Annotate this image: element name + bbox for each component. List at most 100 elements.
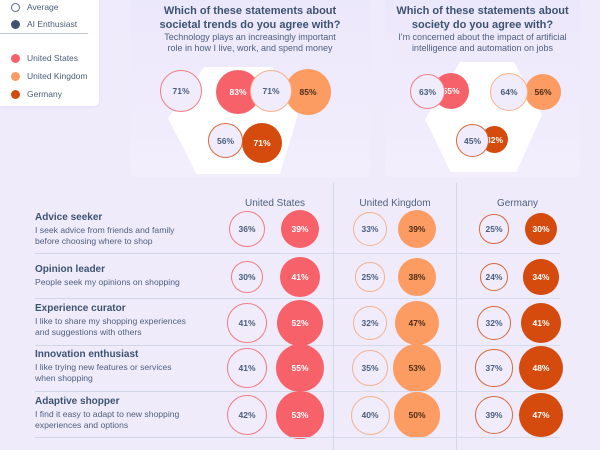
panel-subtitle: Technology plays an increasingly importa… [130, 32, 370, 54]
bubble-average: 42% [226, 394, 268, 436]
segment-description-line: experiences and options [35, 419, 129, 430]
segment-description-line: when shopping [35, 372, 93, 383]
bubble-ai-enthusiast: 48% [518, 345, 564, 391]
bubble-ai-enthusiast: 39% [397, 209, 437, 249]
panel-title-line: society do you agree with? [411, 19, 554, 31]
panel-societal-trends: Which of these statements about societal… [130, 0, 370, 177]
panel-subtitle-line: I'm concerned about the impact of artifi… [398, 32, 567, 42]
country-dot-icon [11, 71, 20, 81]
bubble-ai-enthusiast: 55% [275, 343, 325, 393]
bubble-ai-enthusiast: 39% [280, 209, 320, 249]
panel-subtitle-line: role in how I live, work, and spend mone… [167, 43, 333, 53]
bubble-average: 35% [352, 350, 388, 386]
segment-description-line: People seek my opinions on shopping [35, 277, 180, 287]
column-header-united-states: United States [244, 198, 306, 209]
legend-item-germany: Germany [11, 87, 62, 101]
row-divider [35, 298, 280, 299]
bubble-average: 24% [479, 262, 509, 292]
segment-description: I seek advice from friends and family bef… [35, 225, 225, 246]
bubble-average-us: 63% [410, 74, 445, 109]
country-dot-icon [11, 53, 20, 63]
segment-description-line: I seek advice from friends and family [35, 225, 175, 235]
bubble-ai-enthusiast: 41% [521, 303, 561, 343]
bubble-ai-enthusiast: 38% [398, 258, 436, 296]
bubble-ai-de: 71% [242, 123, 282, 163]
row-divider [280, 253, 560, 254]
legend-label: AI Enthusiast [27, 19, 78, 29]
legend-item-average: Average [11, 0, 59, 14]
panel-society: Which of these statements about society … [385, 0, 580, 177]
segment-description: I like to share my shopping experiences a… [35, 316, 225, 337]
outline-circle-icon [11, 2, 20, 12]
country-dot-icon [11, 89, 20, 99]
bubble-ai-enthusiast: 47% [519, 393, 563, 437]
segment-description: People seek my opinions on shopping [35, 277, 225, 288]
bubble-average: 41% [227, 303, 267, 343]
segment-description-line: I like to share my shopping experiences [35, 316, 186, 326]
bubble-average: 25% [355, 262, 385, 292]
column-divider [333, 183, 334, 450]
column-header-united-kingdom: United Kingdom [359, 198, 431, 209]
column-divider [456, 183, 457, 450]
row-divider [280, 437, 560, 438]
legend-item-ai-enthusiast: AI Enthusiast [11, 17, 77, 31]
panel-title: Which of these statements about society … [385, 4, 580, 32]
row-divider [35, 345, 280, 346]
bubble-average-us: 71% [160, 70, 202, 112]
panel-subtitle-line: Technology plays an increasingly importa… [164, 32, 336, 42]
bubble-average-uk: 64% [490, 73, 528, 111]
bubble-ai-enthusiast: 30% [524, 212, 558, 246]
panel-title-line: societal trends do you agree with? [159, 19, 341, 31]
segment-description: I like trying new features or services wh… [35, 362, 225, 383]
bubble-ai-enthusiast: 53% [393, 344, 441, 392]
bubble-ai-enthusiast: 53% [276, 391, 324, 439]
segment-title: Adaptive shopper [35, 396, 120, 407]
panel-subtitle: I'm concerned about the impact of artifi… [385, 32, 580, 54]
bubble-ai-enthusiast: 50% [394, 392, 440, 438]
segment-title: Experience curator [35, 303, 126, 314]
bubble-average: 39% [474, 395, 514, 435]
bubble-ai-enthusiast: 41% [280, 257, 320, 297]
segment-description-line: and suggestions with others [35, 326, 142, 337]
bubble-average: 40% [350, 395, 390, 435]
segment-description-line: I like trying new features or services [35, 362, 172, 372]
panel-subtitle-line: intelligence and automation on jobs [411, 43, 554, 53]
legend-item-united-states: United States [11, 51, 78, 65]
legend-label: Germany [27, 89, 62, 99]
row-divider [35, 391, 280, 392]
segment-description-line: before choosing where to shop [35, 235, 153, 246]
panel-title-line: Which of these statements about [396, 5, 569, 17]
bubble-average: 41% [227, 348, 267, 388]
bubble-ai-enthusiast: 52% [276, 299, 324, 347]
panel-title: Which of these statements about societal… [130, 4, 370, 32]
bubble-average: 33% [352, 211, 388, 247]
bubble-average-de: 56% [208, 123, 243, 158]
legend: Average AI Enthusiast United States Unit… [0, 0, 99, 106]
segment-description: I find it easy to adapt to new shopping e… [35, 409, 225, 430]
filled-circle-icon [11, 19, 20, 29]
bubble-ai-enthusiast: 34% [523, 259, 559, 295]
segment-title: Opinion leader [35, 264, 106, 275]
bubble-ai-enthusiast: 47% [395, 301, 439, 345]
legend-label: Average [27, 2, 59, 12]
bubble-average: 37% [475, 349, 513, 387]
panel-title-line: Which of these statements about [163, 5, 337, 17]
row-divider [35, 437, 280, 438]
segment-title: Innovation enthusiast [35, 349, 139, 360]
row-divider [280, 298, 560, 299]
segment-description-line: I find it easy to adapt to new shopping [35, 409, 180, 419]
legend-divider [0, 33, 88, 34]
row-divider [280, 391, 560, 392]
bubble-average: 32% [353, 306, 387, 340]
legend-label: United Kingdom [27, 71, 88, 81]
bubble-average-uk: 71% [250, 70, 292, 112]
segment-title: Advice seeker [35, 212, 103, 223]
column-header-germany: Germany [496, 198, 539, 209]
legend-item-united-kingdom: United Kingdom [11, 69, 87, 83]
bubble-ai-uk: 56% [525, 74, 561, 110]
bubble-average: 32% [477, 306, 511, 340]
bubble-average: 25% [479, 214, 509, 244]
bubble-average-de: 45% [456, 124, 489, 157]
bubble-average: 30% [230, 260, 264, 294]
legend-label: United States [27, 53, 79, 63]
